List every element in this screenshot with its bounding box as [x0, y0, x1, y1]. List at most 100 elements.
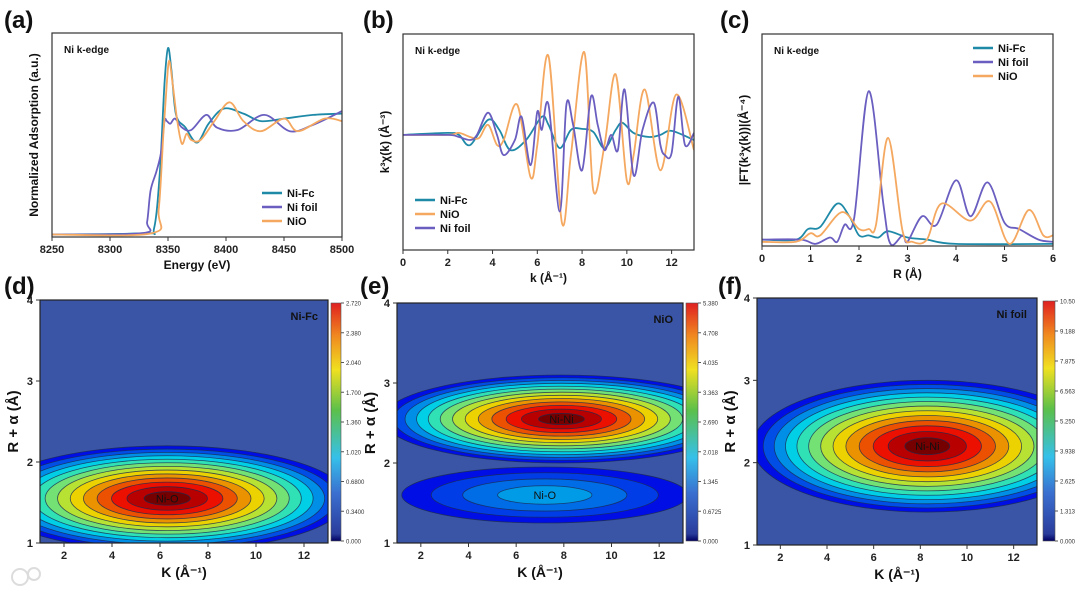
- series-group: [52, 47, 342, 237]
- y-tick-label: 3: [27, 376, 33, 388]
- panel-c: (c) Ni k-edge 0 1 2 3 4 5 6 R (Å) |FT(k³χ(k))|(Å⁻⁴…: [720, 7, 1056, 281]
- x-tick-label: 3: [904, 253, 910, 265]
- y-axis-label: R + α (Å): [362, 392, 379, 454]
- colorbar-tick-label: 0.3400: [346, 510, 365, 516]
- x-tick-label: 12: [665, 257, 677, 269]
- x-tick-label: 4: [465, 550, 472, 562]
- y-tick-label: 1: [744, 540, 750, 552]
- series-line-ni-foil: [52, 110, 342, 236]
- colorbar-tick-label: 0.000: [703, 540, 719, 546]
- y-axis-label: Normalized Adsorption (a.u.): [27, 53, 41, 217]
- colorbar: [1042, 300, 1056, 542]
- x-tick-label: 2: [418, 550, 424, 562]
- contour-level: [143, 491, 191, 506]
- panel-label: (a): [4, 7, 33, 34]
- colorbar-tick-label: 3.363: [703, 391, 719, 397]
- x-tick-label: 12: [1008, 552, 1020, 564]
- legend-label: NiO: [440, 209, 460, 221]
- y-axis-label: |FT(k³χ(k))|(Å⁻⁴): [736, 95, 751, 186]
- legend-label: Ni foil: [440, 223, 471, 235]
- panel-label: (f): [718, 273, 742, 300]
- legend-item: Ni foil: [415, 223, 471, 235]
- y-axis-label: R + α (Å): [5, 390, 22, 452]
- colorbar-tick-label: 0.6800: [346, 480, 365, 486]
- y-axis-label: R + α (Å): [722, 390, 739, 452]
- series-line-ni-foil: [762, 90, 1053, 246]
- legend-label: NiO: [287, 216, 307, 228]
- contour-level: [538, 412, 585, 426]
- x-tick-label: 12: [298, 550, 310, 562]
- y-tick-label: 4: [744, 293, 751, 305]
- peak-label: Ni-O: [533, 490, 556, 502]
- contour-group: Ni-O: [40, 445, 328, 543]
- x-tick-label: 4: [489, 257, 496, 269]
- contour-group: Ni-Ni: [757, 379, 1037, 513]
- legend-label: Ni-Fc: [287, 188, 315, 200]
- legend-label: Ni-Fc: [440, 195, 468, 207]
- colorbar-tick-label: 4.708: [703, 331, 719, 337]
- watermark: [11, 567, 41, 586]
- x-tick-label: 6: [157, 550, 163, 562]
- x-tick-label: 1: [807, 253, 813, 265]
- x-tick-label: 2: [61, 550, 67, 562]
- x-axis-label: K (Å⁻¹): [161, 564, 207, 580]
- panel-title: Ni-Fc: [291, 311, 319, 323]
- series-group: [762, 90, 1053, 246]
- contour-group: Ni-O Ni-Ni: [397, 374, 683, 524]
- x-tick-label: 8: [917, 552, 923, 564]
- y-tick-label: 4: [27, 295, 34, 307]
- colorbar-tick-label: 2.625: [1060, 480, 1076, 486]
- x-tick-label: 8400: [214, 244, 238, 256]
- legend-label: Ni-Fc: [998, 43, 1026, 55]
- colorbar-tick-label: 5.250: [1060, 420, 1076, 426]
- colorbar-tick-label: 2.040: [346, 361, 362, 367]
- peak-label: Ni-Ni: [549, 414, 573, 426]
- y-tick-label: 3: [744, 375, 750, 387]
- x-tick-label: 10: [961, 552, 973, 564]
- panel-a: (a) Ni k-edge 8250 8300 8350 8400 8450 8500 Ener…: [4, 7, 354, 272]
- x-tick-label: 4: [109, 550, 116, 562]
- y-tick-label: 1: [27, 538, 33, 550]
- colorbar-tick-label: 2.018: [703, 450, 719, 456]
- colorbar-tick-label: 7.875: [1060, 360, 1076, 366]
- colorbar: [330, 302, 342, 542]
- legend-item: Ni foil: [262, 202, 318, 214]
- x-tick-label: 8350: [156, 244, 180, 256]
- colorbar-tick-label: 1.020: [346, 450, 362, 456]
- legend-item: Ni-Fc: [415, 195, 468, 207]
- plot-frame: [402, 33, 695, 251]
- legend-label: Ni foil: [287, 202, 318, 214]
- colorbar-tick-label: 5.380: [703, 302, 719, 308]
- colorbar: [685, 302, 699, 542]
- colorbar-tick-label: 1.700: [346, 391, 362, 397]
- legend-item: Ni foil: [973, 57, 1029, 69]
- series-line-ni-fc: [52, 47, 342, 236]
- colorbar-tick-label: 6.563: [1060, 390, 1076, 396]
- colorbar-tick-label: 1.345: [703, 480, 719, 486]
- colorbar-tick-label: 2.380: [346, 331, 362, 337]
- colorbar-tick-label: 2.690: [703, 421, 719, 427]
- x-tick-label: 8450: [272, 244, 296, 256]
- x-tick-label: 2: [445, 257, 451, 269]
- series-line-ni-foil: [403, 88, 694, 213]
- panel-title: Ni foil: [996, 309, 1027, 321]
- peak-label: Ni-O: [156, 493, 179, 505]
- y-tick-label: 2: [744, 458, 750, 470]
- contour-level: [497, 485, 593, 505]
- y-tick-label: 1: [384, 538, 390, 550]
- panel-b: (b) Ni k-edge 0 2 4 6 8 10 12 k (Å⁻¹) k³χ(k) (Å⁻³)…: [363, 7, 695, 285]
- annotation: Ni k-edge: [64, 45, 109, 56]
- colorbar-tick-label: 9.188: [1060, 330, 1076, 336]
- plot-frame: [756, 297, 1038, 546]
- x-tick-label: 0: [400, 257, 406, 269]
- x-tick-label: 12: [653, 550, 665, 562]
- x-tick-label: 10: [621, 257, 633, 269]
- legend-item: NiO: [973, 71, 1018, 83]
- colorbar-tick-label: 2.720: [346, 302, 362, 308]
- x-tick-label: 8300: [98, 244, 122, 256]
- plot-area: [52, 33, 342, 237]
